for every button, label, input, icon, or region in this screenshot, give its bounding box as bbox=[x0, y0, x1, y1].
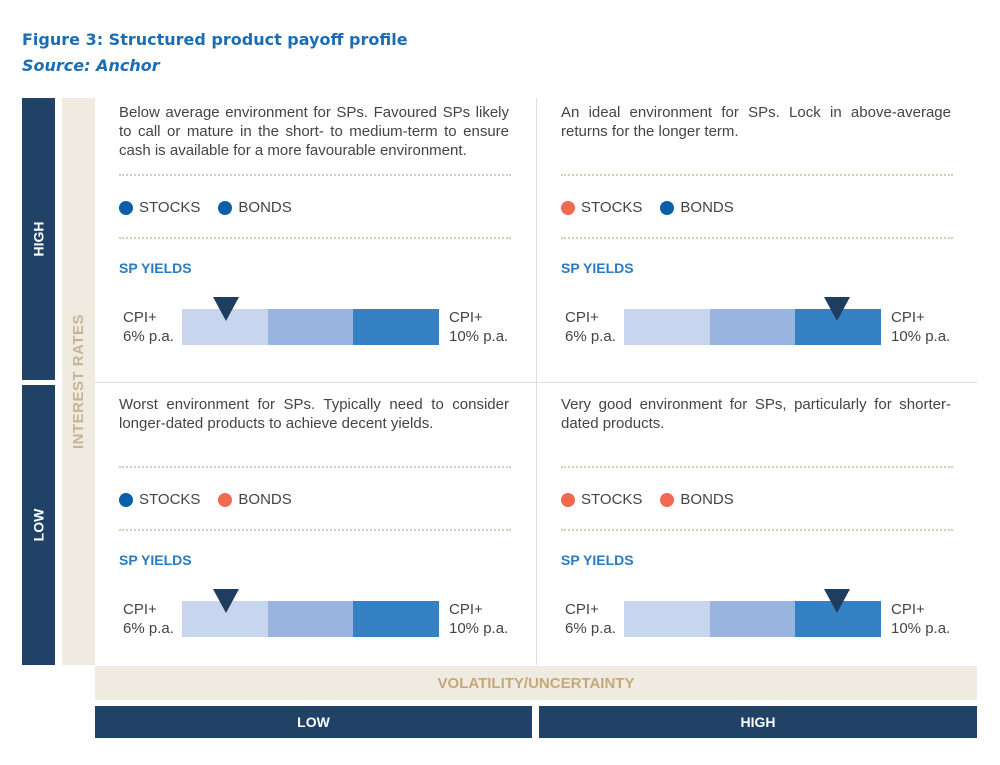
quadrant-low-rates-low-vol: Worst environment for SPs. Typically nee… bbox=[95, 384, 535, 667]
yield-marker-icon bbox=[824, 589, 851, 613]
dotted-divider bbox=[119, 466, 511, 468]
asset-legend: STOCKS BONDS bbox=[119, 199, 310, 216]
yield-segment-mid bbox=[267, 309, 354, 345]
yield-segment-high bbox=[353, 601, 440, 637]
bonds-label: BONDS bbox=[680, 199, 734, 216]
dotted-divider bbox=[119, 237, 511, 239]
quadrant-description: An ideal environment for SPs. Lock in ab… bbox=[561, 104, 951, 140]
quadrant-divider-horizontal bbox=[95, 382, 977, 383]
quadrant-high-rates-low-vol: Below average environment for SPs. Favou… bbox=[95, 98, 535, 381]
stocks-label: STOCKS bbox=[139, 199, 201, 216]
dotted-divider bbox=[561, 529, 953, 531]
stocks-indicator-icon bbox=[119, 492, 133, 507]
dotted-divider bbox=[561, 237, 953, 239]
yield-segment-mid bbox=[709, 601, 796, 637]
quadrant-description: Below average environment for SPs. Favou… bbox=[119, 104, 509, 159]
bonds-indicator-icon bbox=[218, 492, 233, 507]
rates-low-label: LOW bbox=[22, 385, 55, 665]
rates-low-text: LOW bbox=[30, 508, 47, 542]
stocks-indicator-icon bbox=[119, 200, 133, 215]
volatility-axis: VOLATILITY/UNCERTAINTY bbox=[95, 666, 977, 700]
bonds-indicator-icon bbox=[660, 200, 675, 215]
quadrant-description: Very good environment for SPs, particula… bbox=[561, 396, 951, 432]
quadrant-divider-vertical bbox=[536, 98, 537, 665]
volatility-label: VOLATILITY/UNCERTAINTY bbox=[437, 674, 635, 692]
rates-high-label: HIGH bbox=[22, 98, 55, 380]
yield-max-label: CPI+ 10% p.a. bbox=[449, 601, 509, 637]
yield-segment-high bbox=[353, 309, 440, 345]
stocks-indicator-icon bbox=[561, 200, 575, 215]
dotted-divider bbox=[561, 466, 953, 468]
sp-yields-heading: SP YIELDS bbox=[561, 552, 634, 568]
rates-high-text: HIGH bbox=[30, 221, 47, 257]
yield-scale-bar bbox=[182, 309, 440, 345]
asset-legend: STOCKS BONDS bbox=[561, 199, 752, 216]
bonds-indicator-icon bbox=[660, 492, 675, 507]
volatility-low-text: LOW bbox=[297, 714, 330, 730]
yield-min-label: CPI+ 6% p.a. bbox=[565, 309, 616, 345]
yield-scale-bar bbox=[624, 601, 882, 637]
figure-title: Figure 3: Structured product payoff prof… bbox=[22, 30, 408, 49]
volatility-high-text: HIGH bbox=[740, 714, 776, 730]
bonds-label: BONDS bbox=[680, 491, 734, 508]
bonds-label: BONDS bbox=[238, 199, 292, 216]
yield-min-label: CPI+ 6% p.a. bbox=[123, 601, 174, 637]
volatility-low-label: LOW bbox=[95, 706, 532, 738]
bonds-indicator-icon bbox=[218, 200, 233, 215]
stocks-indicator-icon bbox=[561, 492, 575, 507]
interest-rates-label: INTEREST RATES bbox=[70, 313, 88, 450]
yield-marker-icon bbox=[212, 297, 239, 321]
yield-marker-icon bbox=[824, 297, 851, 321]
interest-rates-axis: INTEREST RATES bbox=[62, 98, 95, 665]
bonds-label: BONDS bbox=[238, 491, 292, 508]
yield-min-label: CPI+ 6% p.a. bbox=[123, 309, 174, 345]
yield-min-label: CPI+ 6% p.a. bbox=[565, 601, 616, 637]
volatility-high-label: HIGH bbox=[539, 706, 977, 738]
yield-max-label: CPI+ 10% p.a. bbox=[891, 601, 951, 637]
yield-max-label: CPI+ 10% p.a. bbox=[891, 309, 951, 345]
sp-yields-heading: SP YIELDS bbox=[119, 260, 192, 276]
sp-yields-heading: SP YIELDS bbox=[119, 552, 192, 568]
asset-legend: STOCKS BONDS bbox=[561, 491, 752, 508]
quadrant-high-rates-high-vol: An ideal environment for SPs. Lock in ab… bbox=[537, 98, 977, 381]
yield-segment-mid bbox=[709, 309, 796, 345]
dotted-divider bbox=[119, 174, 511, 176]
asset-legend: STOCKS BONDS bbox=[119, 491, 310, 508]
stocks-label: STOCKS bbox=[581, 491, 643, 508]
yield-marker-icon bbox=[212, 589, 239, 613]
stocks-label: STOCKS bbox=[139, 491, 201, 508]
yield-max-label: CPI+ 10% p.a. bbox=[449, 309, 509, 345]
dotted-divider bbox=[119, 529, 511, 531]
yield-segment-low bbox=[624, 309, 710, 345]
dotted-divider bbox=[561, 174, 953, 176]
sp-yields-heading: SP YIELDS bbox=[561, 260, 634, 276]
yield-segment-mid bbox=[267, 601, 354, 637]
yield-scale-bar bbox=[182, 601, 440, 637]
quadrant-low-rates-high-vol: Very good environment for SPs, particula… bbox=[537, 384, 977, 667]
quadrant-description: Worst environment for SPs. Typically nee… bbox=[119, 396, 509, 432]
figure-source: Source: Anchor bbox=[22, 56, 160, 75]
stocks-label: STOCKS bbox=[581, 199, 643, 216]
yield-segment-low bbox=[624, 601, 710, 637]
